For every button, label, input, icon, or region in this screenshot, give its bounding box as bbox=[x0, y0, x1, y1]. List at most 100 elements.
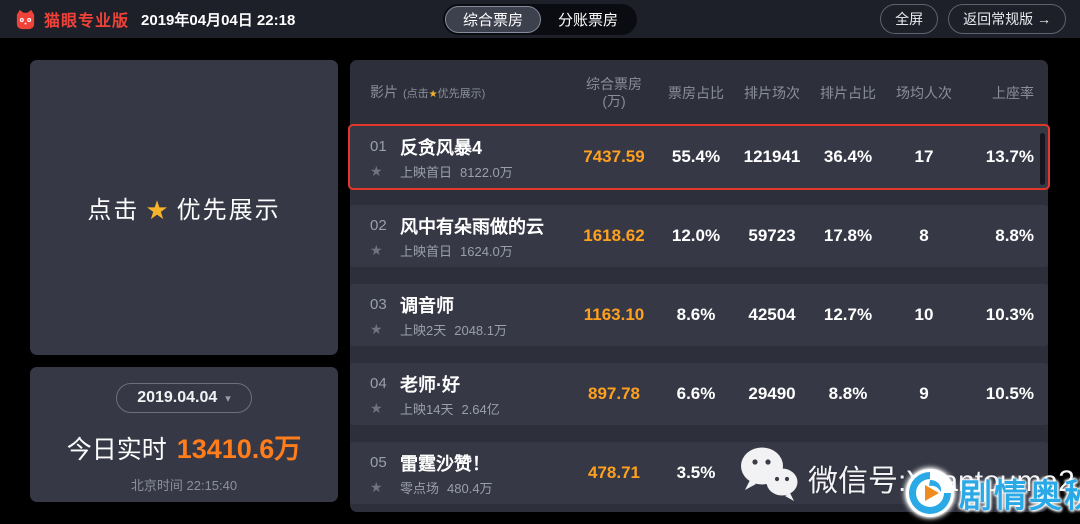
release-day: 上映2天 bbox=[400, 322, 447, 338]
topbar-actions: 全屏 返回常规版 → bbox=[880, 4, 1066, 34]
star-icon: ★ bbox=[145, 194, 171, 225]
sessions-value: 121941 bbox=[743, 147, 801, 166]
beijing-time: 北京时间 22:15:40 bbox=[130, 478, 238, 493]
brand-wordmark: 猫眼专业版 bbox=[44, 13, 130, 30]
app-logo[interactable]: 猫眼专业版 bbox=[14, 7, 129, 31]
table-row[interactable]: 03 调音师 ★ 上映2天 2048.1万 1163.10 8.6% 42504 … bbox=[350, 284, 1048, 346]
table-row[interactable]: 04 老师·好 ★ 上映14天 2.64亿 897.78 6.6% 29490 8… bbox=[350, 363, 1048, 425]
boxoffice-share-value: 55.4% bbox=[671, 147, 721, 166]
star-icon[interactable]: ★ bbox=[370, 320, 383, 337]
hint-prefix: (点击 bbox=[403, 87, 429, 100]
movie-title: 老师·好 bbox=[400, 374, 460, 395]
sessions-value: 42504 bbox=[748, 305, 796, 324]
release-info: 上映2天 2048.1万 bbox=[400, 320, 570, 339]
table-row[interactable]: 02 风中有朵雨做的云 ★ 上映首日 1624.0万 1618.62 12.0% … bbox=[350, 205, 1048, 267]
col-header-session-share[interactable]: 排片占比 bbox=[820, 84, 876, 101]
rank: 05 bbox=[370, 454, 387, 471]
boxoffice-share-value: 12.0% bbox=[671, 226, 721, 245]
star-icon[interactable]: ★ bbox=[370, 241, 383, 258]
boxoffice-header-line2: (万) bbox=[602, 93, 626, 109]
col-header-avg-attendance[interactable]: 场均人次 bbox=[896, 84, 952, 101]
release-total: 2048.1万 bbox=[454, 322, 507, 338]
movie-cell: 05 雷霆沙赞！ ★ 零点场 480.4万 bbox=[370, 450, 570, 497]
table-body: 01 反贪风暴4 ★ 上映首日 8122.0万 7437.59 55.4% 121… bbox=[350, 126, 1048, 521]
col-header-boxoffice-share[interactable]: 票房占比 bbox=[668, 84, 724, 101]
star-icon[interactable]: ★ bbox=[370, 399, 383, 416]
back-to-normal-button[interactable]: 返回常规版 → bbox=[948, 4, 1066, 34]
current-datetime: 2019年04月04日 22:18 bbox=[141, 11, 296, 29]
release-total: 480.4万 bbox=[447, 480, 493, 496]
release-info: 上映首日 1624.0万 bbox=[400, 241, 570, 260]
pin-hint-text: 点击 ★ 优先展示 bbox=[87, 190, 280, 226]
movie-cell: 02 风中有朵雨做的云 ★ 上映首日 1624.0万 bbox=[370, 213, 570, 260]
star-icon: ★ bbox=[428, 88, 438, 100]
occupancy-value: 10.5% bbox=[985, 384, 1034, 403]
table-header-row: 影片 (点击★优先展示) 综合票房 (万) 票房占比 排片场次 排片占比 场均人… bbox=[350, 60, 1048, 126]
top-bar: 猫眼专业版 2019年04月04日 22:18 综合票房 分账票房 全屏 返回常… bbox=[0, 0, 1080, 38]
today-realtime-line: 今日实时 13410.6万 bbox=[67, 427, 302, 466]
release-total: 2.64亿 bbox=[461, 401, 500, 417]
release-total: 1624.0万 bbox=[460, 243, 513, 259]
boxoffice-share-value: 3.5% bbox=[676, 463, 716, 482]
col-header-movie: 影片 (点击★优先展示) bbox=[370, 84, 570, 103]
boxoffice-value: 1618.62 bbox=[583, 226, 645, 245]
boxoffice-header-line1: 综合票房 bbox=[586, 76, 642, 92]
fullscreen-button[interactable]: 全屏 bbox=[880, 4, 939, 34]
pin-hint-suffix: 优先展示 bbox=[176, 196, 281, 224]
release-day: 零点场 bbox=[400, 480, 440, 496]
chevron-down-icon: ▾ bbox=[225, 392, 231, 405]
boxoffice-table: 影片 (点击★优先展示) 综合票房 (万) 票房占比 排片场次 排片占比 场均人… bbox=[350, 60, 1048, 512]
movie-cell: 03 调音师 ★ 上映2天 2048.1万 bbox=[370, 292, 570, 339]
release-info: 上映14天 2.64亿 bbox=[400, 399, 570, 418]
movie-cell: 04 老师·好 ★ 上映14天 2.64亿 bbox=[370, 371, 570, 418]
date-selector[interactable]: 2019.04.04 ▾ bbox=[116, 383, 252, 413]
rank: 02 bbox=[370, 217, 387, 234]
rank: 03 bbox=[370, 296, 387, 313]
session-share-value: 36.4% bbox=[823, 147, 873, 166]
boxoffice-share-value: 8.6% bbox=[676, 305, 716, 324]
star-icon[interactable]: ★ bbox=[370, 162, 383, 179]
session-share-value: 8.8% bbox=[828, 384, 868, 403]
col-header-sessions[interactable]: 排片场次 bbox=[744, 84, 800, 101]
boxoffice-value: 897.78 bbox=[588, 384, 640, 403]
today-realtime-value: 13410.6万 bbox=[176, 434, 302, 464]
sessions-value: 29490 bbox=[748, 384, 796, 403]
boxoffice-value: 1163.10 bbox=[583, 305, 645, 324]
col-header-boxoffice[interactable]: 综合票房 (万) bbox=[570, 76, 658, 110]
col-header-occupancy[interactable]: 上座率 bbox=[992, 84, 1034, 101]
movie-title: 反贪风暴4 bbox=[400, 137, 483, 158]
session-share-value: 12.7% bbox=[823, 305, 873, 324]
movie-header-hint: (点击★优先展示) bbox=[403, 86, 485, 103]
hint-suffix: 优先展示) bbox=[437, 87, 486, 100]
tab-split-boxoffice[interactable]: 分账票房 bbox=[558, 12, 619, 29]
movie-title: 风中有朵雨做的云 bbox=[400, 216, 544, 237]
release-day: 上映14天 bbox=[400, 401, 454, 417]
table-row[interactable]: 05 雷霆沙赞！ ★ 零点场 480.4万 478.71 3.5% bbox=[350, 442, 1048, 504]
today-summary-panel: 2019.04.04 ▾ 今日实时 13410.6万 北京时间 22:15:40 bbox=[30, 367, 338, 502]
scrollbar-thumb[interactable] bbox=[1040, 133, 1045, 185]
boxoffice-value: 478.71 bbox=[588, 463, 640, 482]
sessions-value: 59723 bbox=[748, 226, 796, 245]
boxoffice-value: 7437.59 bbox=[583, 147, 645, 166]
avg-attendance-value: 10 bbox=[914, 305, 934, 324]
occupancy-value: 13.7% bbox=[985, 147, 1034, 166]
boxoffice-tab-group: 综合票房 分账票房 bbox=[442, 4, 638, 35]
release-info: 上映首日 8122.0万 bbox=[400, 162, 570, 181]
rank: 04 bbox=[370, 375, 387, 392]
release-day: 上映首日 bbox=[400, 243, 453, 259]
avg-attendance-value: 8 bbox=[919, 226, 929, 245]
tab-combined-boxoffice[interactable]: 综合票房 bbox=[444, 6, 541, 33]
movie-title: 雷霆沙赞！ bbox=[400, 453, 490, 474]
session-share-value: 17.8% bbox=[823, 226, 873, 245]
release-total: 8122.0万 bbox=[460, 164, 513, 180]
table-row[interactable]: 01 反贪风暴4 ★ 上映首日 8122.0万 7437.59 55.4% 121… bbox=[350, 126, 1048, 188]
star-icon[interactable]: ★ bbox=[370, 478, 383, 495]
release-day: 上映首日 bbox=[400, 164, 453, 180]
movie-cell: 01 反贪风暴4 ★ 上映首日 8122.0万 bbox=[370, 134, 570, 181]
selected-date: 2019.04.04 bbox=[137, 389, 218, 406]
movie-title: 调音师 bbox=[400, 295, 454, 316]
movie-header-label: 影片 bbox=[370, 83, 398, 100]
avg-attendance-value: 17 bbox=[914, 147, 934, 166]
pin-hint-prefix: 点击 bbox=[87, 196, 140, 224]
